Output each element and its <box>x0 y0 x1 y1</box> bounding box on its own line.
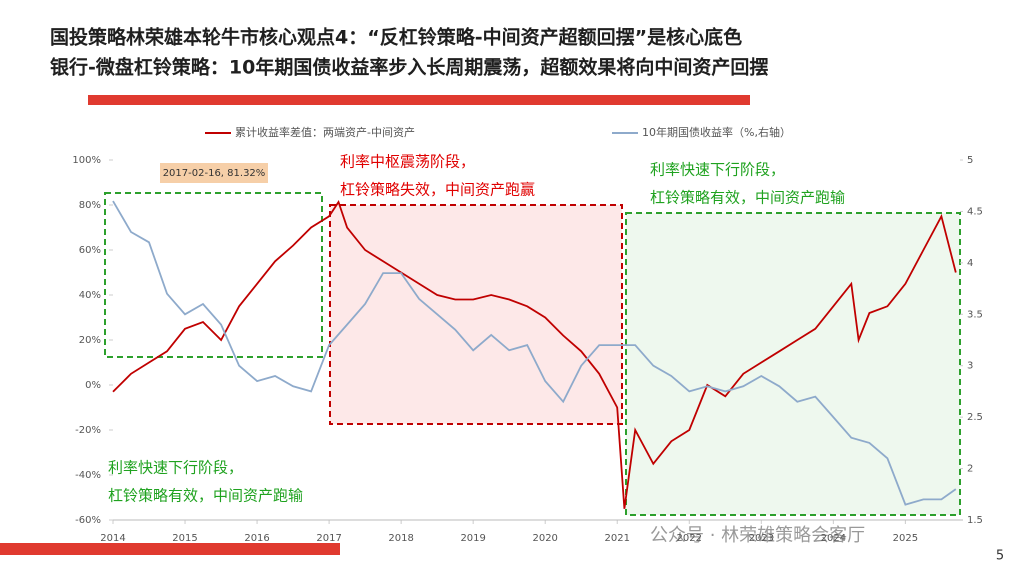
phase-box <box>104 192 323 358</box>
y2-tick-label: 3.5 <box>967 309 983 320</box>
x-tick-label: 2021 <box>605 533 630 544</box>
annotation: 杠铃策略失效，中间资产跑赢 <box>340 181 535 199</box>
y2-tick-label: 2.5 <box>967 412 983 423</box>
annotation: 杠铃策略有效，中间资产跑输 <box>650 189 845 207</box>
annotation: 利率快速下行阶段， <box>650 161 785 179</box>
page-number: 5 <box>996 549 1004 564</box>
legend-label: 累计收益率差值：两端资产-中间资产 <box>235 125 415 139</box>
highlight-box <box>160 163 268 183</box>
annotation: 杠铃策略有效，中间资产跑输 <box>108 487 303 505</box>
y-tick-label: -60% <box>75 515 101 526</box>
title-bar <box>88 95 750 105</box>
x-tick-label: 2019 <box>460 533 485 544</box>
x-tick-label: 2023 <box>749 533 774 544</box>
series-line <box>112 200 957 506</box>
series-line <box>112 199 957 509</box>
x-tick-label: 2024 <box>821 533 846 544</box>
y2-tick-label: 1.5 <box>967 515 983 526</box>
watermark: 公众号 · 林荣雄策略会客厅 <box>650 525 865 546</box>
y-tick-label: -20% <box>75 425 101 436</box>
title-line: 银行-微盘杠铃策略：10年期国债收益率步入长周期震荡，超额效果将向中间资产回摆 <box>50 56 768 79</box>
y-tick-label: 20% <box>79 335 101 346</box>
x-tick-label: 2025 <box>893 533 918 544</box>
x-tick-label: 2022 <box>677 533 702 544</box>
title-line: 国投策略林荣雄本轮牛市核心观点4：“反杠铃策略-中间资产超额回摆”是核心底色 <box>50 26 742 49</box>
y-tick-label: 40% <box>79 290 101 301</box>
x-tick-label: 2016 <box>244 533 269 544</box>
y-tick-label: -40% <box>75 470 101 481</box>
y2-tick-label: 5 <box>967 155 973 166</box>
y-tick-label: 80% <box>79 200 101 211</box>
y-tick-label: 60% <box>79 245 101 256</box>
y-tick-label: 0% <box>85 380 101 391</box>
x-tick-label: 2015 <box>172 533 197 544</box>
highlight-label: 2017-02-16, 81.32% <box>163 168 266 179</box>
phase-box <box>329 204 623 425</box>
x-tick-label: 2014 <box>100 533 125 544</box>
y-tick-label: 100% <box>72 155 101 166</box>
x-tick-label: 2017 <box>316 533 341 544</box>
y2-tick-label: 4 <box>967 258 973 269</box>
legend-label: 10年期国债收益率（%,右轴） <box>642 125 791 139</box>
annotation: 利率快速下行阶段， <box>108 459 243 477</box>
y2-tick-label: 2 <box>967 464 973 475</box>
annotation: 利率中枢震荡阶段， <box>340 153 475 171</box>
y2-tick-label: 4.5 <box>967 206 983 217</box>
y2-tick-label: 3 <box>967 361 973 372</box>
phase-box <box>625 212 961 516</box>
footer-bar <box>0 543 340 555</box>
x-tick-label: 2020 <box>532 533 557 544</box>
x-tick-label: 2018 <box>388 533 413 544</box>
